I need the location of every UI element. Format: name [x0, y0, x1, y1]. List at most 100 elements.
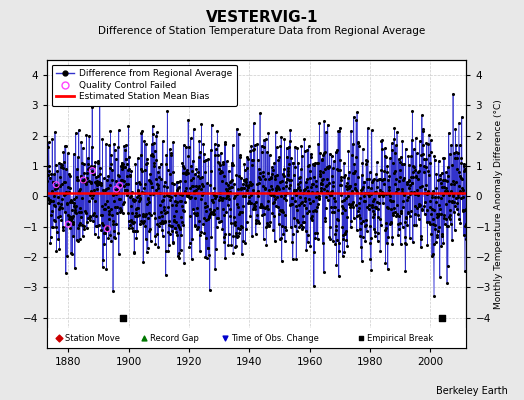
Point: [173, 179, 182, 186]
Point: [114, 144, 122, 150]
Point: [453, 166, 461, 172]
Point: [457, 114, 466, 120]
Point: [173, 252, 182, 259]
Point: [231, 192, 239, 199]
Point: [69, 218, 77, 225]
Point: [286, 182, 294, 188]
Point: [108, 166, 116, 173]
Point: [186, 184, 194, 191]
Point: [70, 202, 78, 209]
Point: [115, 182, 124, 188]
Point: [450, 150, 458, 156]
Point: [218, 178, 226, 184]
Point: [389, 210, 398, 216]
Point: [382, 190, 390, 197]
Point: [453, 206, 461, 212]
Point: [204, 214, 213, 220]
Point: [283, 168, 292, 174]
Point: [149, 153, 158, 160]
Point: [97, 212, 106, 218]
Point: [49, 217, 58, 224]
Point: [280, 172, 288, 179]
Point: [71, 130, 80, 136]
Point: [253, 212, 261, 218]
Point: [441, 169, 450, 175]
Point: [77, 209, 85, 216]
Point: [402, 197, 411, 204]
Point: [248, 180, 256, 187]
Point: [106, 160, 115, 167]
Point: [91, 159, 100, 165]
Point: [444, 222, 452, 229]
Point: [241, 240, 249, 246]
Point: [67, 250, 75, 256]
Point: [462, 236, 470, 242]
Point: [452, 195, 460, 201]
Point: [386, 220, 394, 227]
Point: [141, 213, 149, 220]
Point: [290, 223, 299, 230]
Point: [109, 288, 117, 294]
Point: [257, 202, 265, 208]
Point: [317, 180, 325, 186]
Point: [130, 228, 139, 234]
Point: [162, 152, 170, 158]
Point: [401, 268, 409, 274]
Point: [245, 182, 253, 188]
Point: [103, 198, 111, 204]
Point: [224, 231, 233, 238]
Point: [171, 202, 180, 208]
Point: [210, 185, 219, 191]
Point: [275, 211, 283, 217]
Point: [159, 138, 167, 144]
Point: [161, 210, 169, 216]
Point: [350, 114, 358, 120]
Point: [148, 151, 156, 157]
Point: [195, 138, 203, 144]
Point: [129, 196, 137, 202]
Point: [166, 146, 174, 152]
Point: [291, 164, 299, 170]
Point: [196, 248, 204, 255]
Point: [330, 195, 339, 202]
Point: [279, 209, 287, 216]
Point: [444, 130, 453, 136]
Point: [123, 181, 132, 187]
Point: [251, 203, 259, 209]
Point: [403, 179, 411, 186]
Point: [119, 164, 127, 170]
Point: [223, 187, 232, 193]
Point: [232, 172, 241, 178]
Point: [447, 181, 455, 187]
Point: [253, 181, 261, 188]
Point: [350, 215, 358, 221]
Point: [414, 216, 423, 222]
Point: [185, 213, 194, 220]
Point: [142, 211, 150, 217]
Point: [316, 185, 325, 192]
Point: [44, 196, 52, 202]
Point: [394, 185, 402, 192]
Point: [317, 181, 325, 188]
Point: [381, 152, 389, 159]
Point: [51, 162, 60, 168]
Point: [326, 204, 335, 210]
Point: [76, 186, 84, 192]
Point: [134, 186, 142, 193]
Point: [419, 151, 428, 157]
Point: [231, 222, 239, 228]
Point: [207, 234, 215, 240]
Point: [228, 177, 236, 183]
Point: [269, 166, 277, 173]
Point: [155, 173, 163, 180]
Point: [439, 177, 447, 184]
Point: [236, 226, 244, 233]
Point: [228, 162, 236, 168]
Point: [258, 212, 267, 218]
Point: [137, 218, 146, 224]
Point: [253, 218, 261, 224]
Point: [365, 169, 374, 176]
Point: [170, 218, 178, 224]
Point: [430, 153, 439, 160]
Point: [307, 150, 315, 157]
